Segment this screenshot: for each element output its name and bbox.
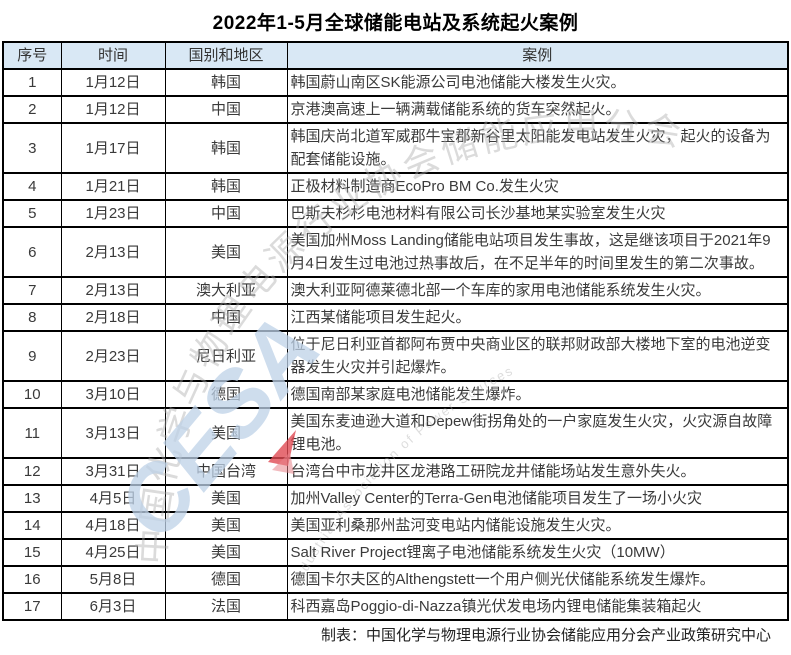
table-row: 10 3月10日 德国 德国南部某家庭电池储能发生爆炸。 xyxy=(2,381,788,409)
row-time: 3月31日 xyxy=(60,458,165,486)
row-time: 5月8日 xyxy=(60,566,165,594)
row-time: 2月23日 xyxy=(60,331,165,382)
row-region: 韩国 xyxy=(164,123,287,174)
row-region: 韩国 xyxy=(164,173,287,201)
row-time: 4月5日 xyxy=(60,485,165,513)
header-region: 国别和地区 xyxy=(164,42,287,70)
header-case: 案例 xyxy=(286,42,788,70)
row-region: 法国 xyxy=(164,593,287,621)
row-region: 德国 xyxy=(164,381,287,409)
table-row: 5 1月23日 中国 巴斯夫杉杉电池材料有限公司长沙基地某实验室发生火灾 xyxy=(2,200,788,228)
table-row: 9 2月23日 尼日利亚 位于尼日利亚首都阿布贾中央商业区的联邦财政部大楼地下室… xyxy=(2,331,788,382)
row-time: 1月23日 xyxy=(60,200,165,228)
table-row: 2 1月12日 中国 京港澳高速上一辆满载储能系统的货车突然起火。 xyxy=(2,96,788,124)
table-row: 13 4月5日 美国 加州Valley Center的Terra-Gen电池储能… xyxy=(2,485,788,513)
table-row: 7 2月13日 澳大利亚 澳大利亚阿德莱德北部一个车库的家用电池储能系统发生火灾… xyxy=(2,277,788,305)
row-time: 2月18日 xyxy=(60,304,165,332)
row-region: 美国 xyxy=(164,512,287,540)
row-index: 6 xyxy=(2,227,61,278)
row-case: 韩国庆尚北道军威郡牛宝郡新谷里太阳能发电站发生火灾，起火的设备为配套储能设施。 xyxy=(286,123,788,174)
row-region: 中国 xyxy=(164,304,287,332)
row-index: 17 xyxy=(2,593,61,621)
row-index: 4 xyxy=(2,173,61,201)
row-case: 韩国蔚山南区SK能源公司电池储能大楼发生火灾。 xyxy=(286,69,788,97)
row-case: 美国亚利桑那州盐河变电站内储能设施发生火灾。 xyxy=(286,512,788,540)
row-case: 德国南部某家庭电池储能发生爆炸。 xyxy=(286,381,788,409)
row-case: 位于尼日利亚首都阿布贾中央商业区的联邦财政部大楼地下室的电池逆变器发生火灾并引起… xyxy=(286,331,788,382)
row-region: 尼日利亚 xyxy=(164,331,287,382)
row-region: 美国 xyxy=(164,227,287,278)
row-time: 1月12日 xyxy=(60,96,165,124)
row-time: 4月18日 xyxy=(60,512,165,540)
row-region: 澳大利亚 xyxy=(164,277,287,305)
table-row: 4 1月21日 韩国 正极材料制造商EcoPro BM Co.发生火灾 xyxy=(2,173,788,201)
row-region: 美国 xyxy=(164,408,287,459)
row-index: 2 xyxy=(2,96,61,124)
table-row: 12 3月31日 中国台湾 台湾台中市龙井区龙港路工研院龙井储能场站发生意外失火… xyxy=(2,458,788,486)
row-case: 台湾台中市龙井区龙港路工研院龙井储能场站发生意外失火。 xyxy=(286,458,788,486)
row-time: 1月12日 xyxy=(60,69,165,97)
header-index: 序号 xyxy=(2,42,61,70)
row-index: 16 xyxy=(2,566,61,594)
row-index: 1 xyxy=(2,69,61,97)
table-row: 15 4月25日 美国 Salt River Project锂离子电池储能系统发… xyxy=(2,539,788,567)
row-case: 京港澳高速上一辆满载储能系统的货车突然起火。 xyxy=(286,96,788,124)
row-time: 1月21日 xyxy=(60,173,165,201)
row-index: 13 xyxy=(2,485,61,513)
row-index: 9 xyxy=(2,331,61,382)
row-index: 8 xyxy=(2,304,61,332)
row-region: 美国 xyxy=(164,485,287,513)
row-index: 14 xyxy=(2,512,61,540)
row-case: 美国东麦迪逊大道和Depew街拐角处的一户家庭发生火灾，火灾源自故障锂电池。 xyxy=(286,408,788,459)
row-case: 科西嘉岛Poggio-di-Nazza镇光伏发电场内锂电储能集装箱起火 xyxy=(286,593,788,621)
credit-line: 制表：中国化学与物理电源行业协会储能应用分会产业政策研究中心 xyxy=(320,627,771,644)
row-index: 10 xyxy=(2,381,61,409)
table-row: 3 1月17日 韩国 韩国庆尚北道军威郡牛宝郡新谷里太阳能发电站发生火灾，起火的… xyxy=(2,123,788,174)
row-region: 中国 xyxy=(164,200,287,228)
row-index: 15 xyxy=(2,539,61,567)
table-row: 8 2月18日 中国 江西某储能项目发生起火。 xyxy=(2,304,788,332)
row-time: 3月13日 xyxy=(60,408,165,459)
row-time: 2月13日 xyxy=(60,277,165,305)
row-case: 美国加州Moss Landing储能电站项目发生事故，这是继该项目于2021年9… xyxy=(286,227,788,278)
row-region: 美国 xyxy=(164,539,287,567)
row-time: 2月13日 xyxy=(60,227,165,278)
row-region: 中国台湾 xyxy=(164,458,287,486)
row-time: 6月3日 xyxy=(60,593,165,621)
row-case: 德国卡尔夫区的Althengstett一个用户侧光伏储能系统发生爆炸。 xyxy=(286,566,788,594)
page-title: 2022年1-5月全球储能电站及系统起火案例 xyxy=(212,13,579,34)
row-case: 澳大利亚阿德莱德北部一个车库的家用电池储能系统发生火灾。 xyxy=(286,277,788,305)
row-index: 11 xyxy=(2,408,61,459)
row-time: 1月17日 xyxy=(60,123,165,174)
table-row: 6 2月13日 美国 美国加州Moss Landing储能电站项目发生事故，这是… xyxy=(2,227,788,278)
row-time: 4月25日 xyxy=(60,539,165,567)
table-row: 17 6月3日 法国 科西嘉岛Poggio-di-Nazza镇光伏发电场内锂电储… xyxy=(2,593,788,621)
header-time: 时间 xyxy=(60,42,165,70)
row-index: 7 xyxy=(2,277,61,305)
incident-table: 序号 时间 国别和地区 案例 1 1月12日 韩国 韩国蔚山南区SK能源公司电池… xyxy=(2,41,789,621)
row-case: 加州Valley Center的Terra-Gen电池储能项目发生了一场小火灾 xyxy=(286,485,788,513)
table-row: 16 5月8日 德国 德国卡尔夫区的Althengstett一个用户侧光伏储能系… xyxy=(2,566,788,594)
row-region: 韩国 xyxy=(164,69,287,97)
table-header-row: 序号 时间 国别和地区 案例 xyxy=(2,42,788,70)
row-index: 5 xyxy=(2,200,61,228)
row-case: 正极材料制造商EcoPro BM Co.发生火灾 xyxy=(286,173,788,201)
row-region: 中国 xyxy=(164,96,287,124)
row-case: 巴斯夫杉杉电池材料有限公司长沙基地某实验室发生火灾 xyxy=(286,200,788,228)
table-row: 14 4月18日 美国 美国亚利桑那州盐河变电站内储能设施发生火灾。 xyxy=(2,512,788,540)
table-row: 11 3月13日 美国 美国东麦迪逊大道和Depew街拐角处的一户家庭发生火灾，… xyxy=(2,408,788,459)
row-time: 3月10日 xyxy=(60,381,165,409)
table-row: 1 1月12日 韩国 韩国蔚山南区SK能源公司电池储能大楼发生火灾。 xyxy=(2,69,788,97)
row-region: 德国 xyxy=(164,566,287,594)
row-case: Salt River Project锂离子电池储能系统发生火灾（10MW） xyxy=(286,539,788,567)
row-index: 3 xyxy=(2,123,61,174)
row-case: 江西某储能项目发生起火。 xyxy=(286,304,788,332)
row-index: 12 xyxy=(2,458,61,486)
